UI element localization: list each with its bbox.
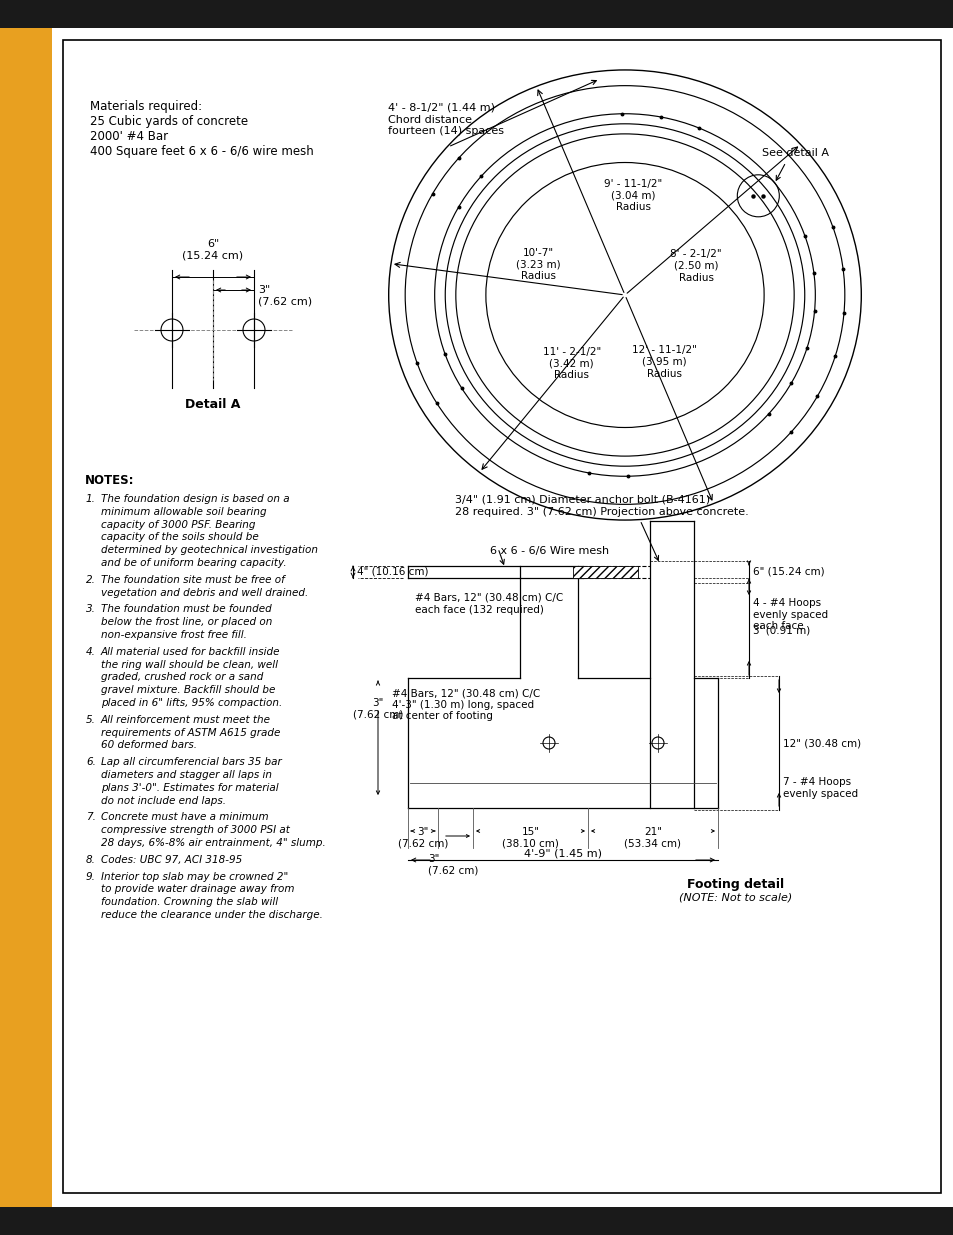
Text: 11' - 2-1/2"
(3.42 m)
Radius: 11' - 2-1/2" (3.42 m) Radius — [542, 347, 600, 380]
Text: non-expansive frost free fill.: non-expansive frost free fill. — [101, 630, 247, 640]
Text: 8' - 2-1/2"
(2.50 m)
Radius: 8' - 2-1/2" (2.50 m) Radius — [670, 249, 721, 283]
Text: See detail A: See detail A — [761, 148, 828, 158]
Text: #4 Bars, 12" (30.48 cm) C/C
4'-3" (1.30 m) long, spaced
at center of footing: #4 Bars, 12" (30.48 cm) C/C 4'-3" (1.30 … — [392, 688, 539, 721]
Text: All reinforcement must meet the: All reinforcement must meet the — [101, 715, 271, 725]
Text: 3"
(7.62 cm): 3" (7.62 cm) — [257, 285, 312, 306]
Bar — [0, 1207, 953, 1235]
Text: NOTES:: NOTES: — [85, 474, 134, 487]
Text: 4'-9" (1.45 m): 4'-9" (1.45 m) — [523, 848, 601, 858]
Text: 8.: 8. — [86, 855, 95, 864]
Text: 3/4" (1.91 cm) Diameter anchor bolt (B-4161): 3/4" (1.91 cm) Diameter anchor bolt (B-4… — [455, 494, 709, 504]
Text: 10'-7"
(3.23 m)
Radius: 10'-7" (3.23 m) Radius — [516, 247, 560, 280]
Text: compressive strength of 3000 PSI at: compressive strength of 3000 PSI at — [101, 825, 290, 835]
Text: to provide water drainage away from: to provide water drainage away from — [101, 884, 294, 894]
Text: gravel mixture. Backfill should be: gravel mixture. Backfill should be — [101, 685, 275, 695]
Text: Materials required:
25 Cubic yards of concrete
2000' #4 Bar
400 Square feet 6 x : Materials required: 25 Cubic yards of co… — [90, 100, 314, 158]
Text: 6"
(15.24 cm): 6" (15.24 cm) — [182, 240, 243, 261]
Text: graded, crushed rock or a sand: graded, crushed rock or a sand — [101, 672, 263, 683]
Text: 3"
(7.62 cm): 3" (7.62 cm) — [353, 698, 403, 720]
Text: plans 3'-0". Estimates for material: plans 3'-0". Estimates for material — [101, 783, 278, 793]
Text: 3' (0.91 m): 3' (0.91 m) — [752, 625, 809, 636]
Text: #4 Bars, 12" (30.48 cm) C/C
each face (132 required): #4 Bars, 12" (30.48 cm) C/C each face (1… — [415, 593, 562, 615]
Text: requirements of ASTM A615 grade: requirements of ASTM A615 grade — [101, 727, 280, 737]
Text: 4.: 4. — [86, 647, 95, 657]
Text: 3"
(7.62 cm): 3" (7.62 cm) — [428, 853, 477, 876]
Bar — [573, 566, 638, 578]
Text: Lap all circumferencial bars 35 bar: Lap all circumferencial bars 35 bar — [101, 757, 281, 767]
Text: Detail A: Detail A — [185, 398, 240, 411]
Text: reduce the clearance under the discharge.: reduce the clearance under the discharge… — [101, 910, 322, 920]
Text: 9' - 11-1/2"
(3.04 m)
Radius: 9' - 11-1/2" (3.04 m) Radius — [603, 179, 662, 211]
Text: do not include end laps.: do not include end laps. — [101, 795, 226, 805]
Text: 7 - #4 Hoops
evenly spaced: 7 - #4 Hoops evenly spaced — [782, 777, 858, 799]
Text: and be of uniform bearing capacity.: and be of uniform bearing capacity. — [101, 558, 286, 568]
Text: Interior top slab may be crowned 2": Interior top slab may be crowned 2" — [101, 872, 288, 882]
Text: The foundation site must be free of: The foundation site must be free of — [101, 574, 284, 585]
Text: 4 - #4 Hoops
evenly spaced
each face: 4 - #4 Hoops evenly spaced each face — [752, 598, 827, 631]
Text: 6.: 6. — [86, 757, 95, 767]
Text: (NOTE: Not to scale): (NOTE: Not to scale) — [679, 893, 792, 903]
Text: 12' - 11-1/2"
(3.95 m)
Radius: 12' - 11-1/2" (3.95 m) Radius — [632, 346, 697, 379]
Text: minimum allowable soil bearing: minimum allowable soil bearing — [101, 506, 266, 516]
Text: 60 deformed bars.: 60 deformed bars. — [101, 741, 196, 751]
Text: 9.: 9. — [86, 872, 95, 882]
Text: foundation. Crowning the slab will: foundation. Crowning the slab will — [101, 897, 278, 908]
Text: The foundation must be founded: The foundation must be founded — [101, 604, 272, 614]
Text: 5.: 5. — [86, 715, 95, 725]
Text: 28 days, 6%-8% air entrainment, 4" slump.: 28 days, 6%-8% air entrainment, 4" slump… — [101, 839, 325, 848]
Text: placed in 6" lifts, 95% compaction.: placed in 6" lifts, 95% compaction. — [101, 698, 282, 708]
Text: Concrete must have a minimum: Concrete must have a minimum — [101, 813, 269, 823]
Text: All material used for backfill inside: All material used for backfill inside — [101, 647, 280, 657]
Text: capacity of the soils should be: capacity of the soils should be — [101, 532, 258, 542]
Text: 6" (15.24 cm): 6" (15.24 cm) — [752, 567, 823, 577]
Text: 4" (10.16 cm): 4" (10.16 cm) — [356, 567, 428, 577]
Text: 21"
(53.34 cm): 21" (53.34 cm) — [624, 827, 680, 848]
Text: 2.: 2. — [86, 574, 95, 585]
Text: 12" (30.48 cm): 12" (30.48 cm) — [782, 739, 861, 748]
Text: The foundation design is based on a: The foundation design is based on a — [101, 494, 290, 504]
Text: 1.: 1. — [86, 494, 95, 504]
Text: below the frost line, or placed on: below the frost line, or placed on — [101, 618, 273, 627]
Text: 7.: 7. — [86, 813, 95, 823]
Text: 3.: 3. — [86, 604, 95, 614]
Bar — [0, 0, 953, 28]
Text: 6 x 6 - 6/6 Wire mesh: 6 x 6 - 6/6 Wire mesh — [490, 546, 608, 556]
Text: 3"
(7.62 cm): 3" (7.62 cm) — [397, 827, 448, 848]
Text: determined by geotechnical investigation: determined by geotechnical investigation — [101, 545, 317, 556]
Text: Codes: UBC 97, ACI 318-95: Codes: UBC 97, ACI 318-95 — [101, 855, 242, 864]
Text: diameters and stagger all laps in: diameters and stagger all laps in — [101, 769, 272, 781]
Text: 28 required. 3" (7.62 cm) Projection above concrete.: 28 required. 3" (7.62 cm) Projection abo… — [455, 508, 748, 517]
Text: Footing detail: Footing detail — [687, 878, 783, 890]
Text: 15"
(38.10 cm): 15" (38.10 cm) — [501, 827, 558, 848]
Text: capacity of 3000 PSF. Bearing: capacity of 3000 PSF. Bearing — [101, 520, 255, 530]
Text: the ring wall should be clean, well: the ring wall should be clean, well — [101, 659, 277, 669]
Bar — [0, 28, 52, 1207]
Text: vegetation and debris and well drained.: vegetation and debris and well drained. — [101, 588, 308, 598]
Text: 4' - 8-1/2" (1.44 m)
Chord distance
fourteen (14) spaces: 4' - 8-1/2" (1.44 m) Chord distance four… — [388, 103, 503, 136]
